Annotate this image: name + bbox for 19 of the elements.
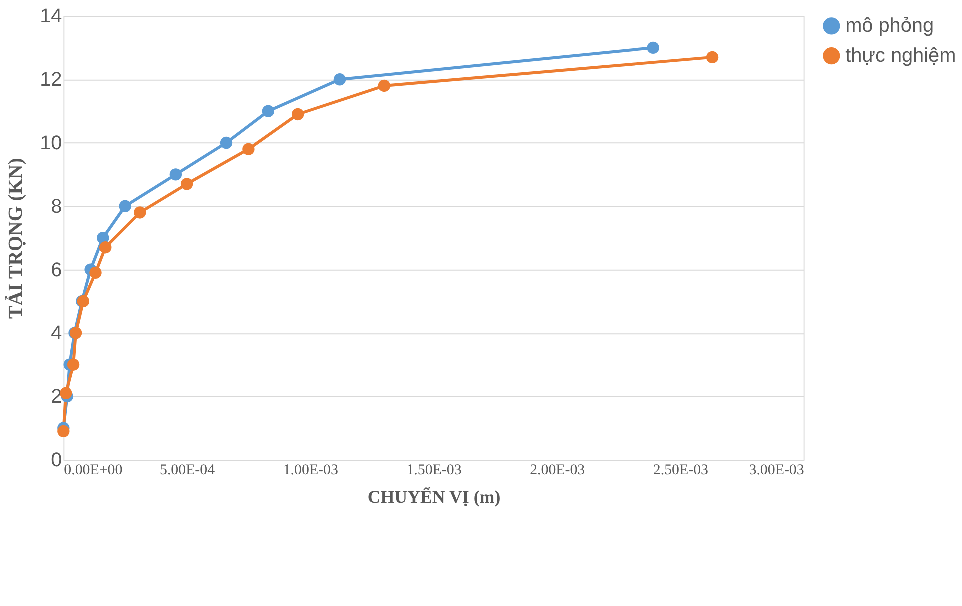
x-tick-label: 1.00E-03 — [283, 462, 338, 478]
x-tick-label: 2.00E-03 — [530, 462, 586, 478]
legend-label: thực nghiệm — [846, 45, 956, 68]
y-tick-label: 12 — [40, 69, 62, 92]
x-tick-label: 0.00E+00 — [64, 462, 123, 478]
y-tick-label: 6 — [51, 259, 62, 282]
x-axis-title: CHUYỂN VỊ (m) — [368, 487, 501, 508]
legend-label: mô phỏng — [846, 15, 934, 38]
y-tick-label: 4 — [51, 322, 62, 345]
y-tick-label: 0 — [51, 449, 62, 472]
x-tick-label: 3.00E-03 — [749, 462, 804, 478]
y-tick-label: 10 — [40, 132, 62, 154]
x-tick-label: 5.00E-04 — [160, 462, 216, 478]
y-tick-label: 14 — [40, 6, 62, 28]
y-tick-label: 8 — [51, 196, 62, 218]
x-tick-label: 1.50E-03 — [406, 462, 462, 478]
y-tick-label: 2 — [51, 386, 62, 408]
x-tick-label: 2.50E-03 — [653, 462, 708, 478]
y-axis-title: TẢI TRỌNG (KN) — [5, 158, 28, 320]
